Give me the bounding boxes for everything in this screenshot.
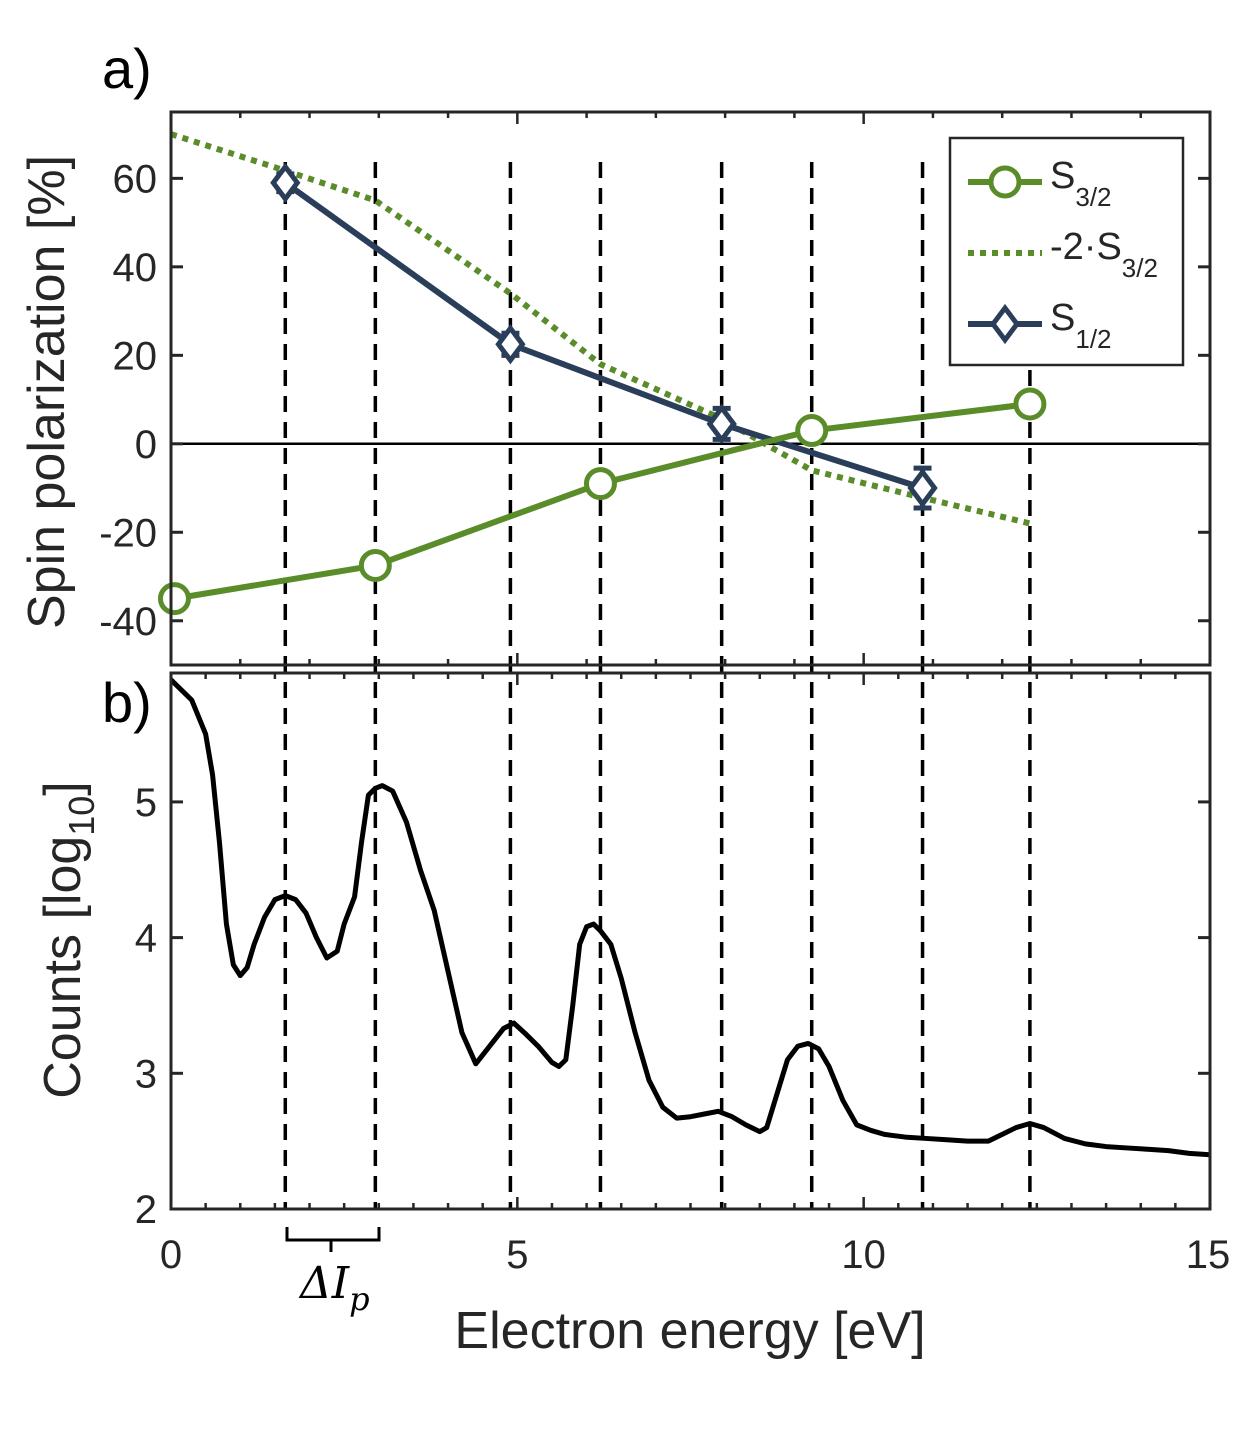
legend-s32-name: S — [1050, 155, 1075, 197]
panel-b-ticks: 2 3 4 5 0 5 10 15 — [135, 673, 1231, 1277]
vertical-marker-lines — [283, 162, 1032, 1209]
s32-marker-0 — [157, 582, 191, 616]
legend-s12-sub: 1/2 — [1075, 324, 1111, 354]
legend-s12-marker — [989, 303, 1021, 345]
panel-b-frame — [169, 671, 1212, 1211]
s32-marker-1 — [358, 548, 392, 582]
y-axis-title-b-main: Counts [log — [34, 836, 92, 1099]
a-ytick-label-1: -20 — [99, 511, 157, 555]
a-ytick-label-5: 60 — [113, 157, 158, 201]
b-ytick-label-1: 3 — [135, 1052, 157, 1096]
delta-ip-sub: p — [349, 1280, 369, 1318]
y-axis-title-b-close: ] — [34, 781, 92, 795]
a-ytick-label-4: 40 — [113, 246, 158, 290]
a-ytick-label-3: 20 — [113, 334, 158, 378]
legend-s12-name: S — [1050, 297, 1075, 339]
legend-neg2s32-sub: 3/2 — [1122, 253, 1158, 283]
series-neg2-s32-line — [170, 131, 1031, 527]
b-xtick-label-1: 5 — [506, 1233, 528, 1277]
s32-marker-2 — [583, 467, 617, 501]
delta-ip-bracket — [285, 1227, 381, 1252]
legend-s32-label: S3/2 — [1050, 155, 1112, 212]
legend-box — [948, 136, 1185, 367]
legend-s32-marker — [988, 165, 1022, 199]
counts-spectrum-line — [169, 677, 1211, 1158]
delta-ip-main: ΔI — [298, 1258, 351, 1309]
s12-marker-0 — [270, 162, 301, 203]
legend: S3/2 -2·S3/2 S1/2 — [948, 136, 1185, 367]
s12-marker-2 — [706, 403, 737, 445]
a-ytick-label-2: 0 — [135, 423, 157, 467]
y-axis-title-b-sub: 10 — [61, 796, 102, 836]
b-ytick-label-2: 4 — [135, 917, 157, 961]
delta-ip-label: ΔIp — [298, 1258, 370, 1318]
s12-marker-3 — [907, 467, 938, 509]
s32-marker-3 — [795, 414, 829, 448]
b-xtick-label-2: 10 — [841, 1233, 886, 1277]
b-xtick-label-0: 0 — [160, 1233, 182, 1277]
y-axis-title-a: Spin polarization [%] — [18, 155, 76, 629]
panel-b-label: b) — [102, 671, 152, 734]
b-ytick-label-3: 5 — [135, 781, 157, 825]
s32-marker-4 — [1013, 387, 1047, 421]
panel-b-plot — [169, 677, 1211, 1158]
b-xtick-label-3: 15 — [1186, 1233, 1231, 1277]
y-axis-title-b: Counts [log10] — [34, 781, 102, 1099]
b-ytick-label-0: 2 — [135, 1188, 157, 1232]
panel-a-label: a) — [102, 37, 152, 100]
legend-s12-label: S1/2 — [1050, 297, 1112, 354]
x-axis-title: Electron energy [eV] — [454, 1302, 925, 1360]
panel-a-plot — [157, 131, 1210, 616]
legend-s32-sub: 3/2 — [1075, 182, 1111, 212]
panel-a-frame — [169, 110, 1212, 667]
s12-marker-1 — [495, 324, 526, 365]
panel-a-ticks: -40 -20 0 20 40 60 — [99, 112, 1212, 665]
series-s12-line — [283, 180, 924, 491]
legend-neg2s32-label: -2·S3/2 — [1050, 226, 1158, 283]
a-ytick-label-0: -40 — [99, 600, 157, 644]
legend-neg2s32-name: -2·S — [1050, 226, 1122, 268]
